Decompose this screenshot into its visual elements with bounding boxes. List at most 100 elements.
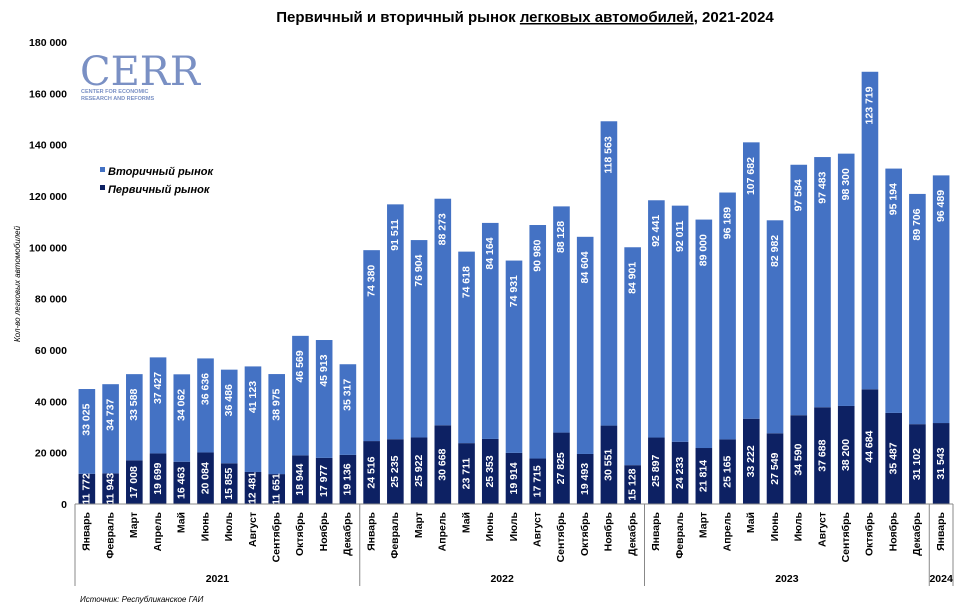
bar-primary	[814, 407, 831, 504]
logo-subline-2: RESEARCH AND REFORMS	[81, 96, 154, 102]
bar-secondary	[837, 153, 855, 406]
bar-primary	[529, 458, 547, 504]
bar-primary	[268, 474, 286, 504]
bar-primary	[766, 433, 784, 504]
x-tick-label: Август	[247, 512, 259, 547]
bar-secondary	[173, 374, 191, 462]
data-label-primary: 24 233	[674, 457, 686, 489]
data-label-secondary: 45 913	[318, 354, 330, 386]
bar-secondary	[363, 250, 380, 442]
data-label-secondary: 96 489	[935, 190, 947, 222]
bar-secondary	[315, 340, 333, 458]
data-label-secondary: 90 980	[532, 239, 544, 271]
bar-primary	[481, 438, 499, 504]
x-tick-label: Март	[413, 512, 425, 538]
data-label-primary: 25 165	[721, 455, 733, 487]
x-tick-label: Декабрь	[342, 511, 354, 555]
x-tick-label: Сентябрь	[555, 511, 567, 562]
data-label-secondary: 123 719	[864, 86, 876, 124]
x-tick-label: Май	[460, 512, 472, 533]
bar-primary	[624, 465, 641, 504]
data-label-secondary: 89 000	[698, 234, 710, 266]
bar-secondary	[790, 164, 808, 416]
data-label-primary: 38 200	[840, 439, 852, 471]
data-label-primary: 25 897	[650, 455, 662, 487]
bar-secondary	[149, 357, 167, 454]
x-tick-label: Октябрь	[864, 511, 876, 556]
data-label-secondary: 33 588	[128, 389, 140, 421]
data-label-primary: 31 543	[935, 447, 947, 479]
data-label-secondary: 74 380	[365, 265, 377, 297]
bar-primary	[315, 457, 333, 504]
year-label: 2023	[775, 573, 799, 585]
bar-secondary	[861, 71, 879, 390]
bar-secondary	[814, 157, 831, 408]
data-label-primary: 25 235	[389, 455, 401, 487]
bar-secondary	[576, 236, 594, 454]
y-tick-label: 160 000	[29, 88, 67, 100]
bar-primary	[885, 412, 902, 504]
data-label-primary: 20 084	[199, 462, 211, 494]
bar-secondary	[719, 192, 736, 440]
logo: CERR CENTER FOR ECONOMIC RESEARCH AND RE…	[80, 49, 202, 102]
data-label-primary: 16 463	[176, 467, 188, 499]
data-label-secondary: 36 636	[199, 373, 211, 405]
data-label-primary: 15 855	[223, 467, 235, 499]
y-tick-label: 120 000	[29, 191, 67, 203]
year-label: 2024	[929, 573, 953, 585]
data-label-secondary: 88 273	[437, 213, 449, 245]
x-tick-label: Июль	[793, 511, 805, 541]
data-label-primary: 11 772	[81, 473, 93, 505]
bar-secondary	[671, 205, 689, 442]
y-tick-label: 40 000	[35, 396, 67, 408]
data-label-primary: 31 102	[911, 448, 923, 480]
x-tick-label: Февраль	[389, 511, 401, 558]
data-label-secondary: 88 128	[555, 221, 567, 253]
x-tick-label: Декабрь	[911, 511, 923, 555]
x-tick-label: Декабрь	[626, 511, 638, 555]
data-label-secondary: 107 682	[745, 157, 757, 195]
bar-primary	[695, 448, 713, 504]
x-tick-label: Ноябрь	[318, 511, 330, 551]
bar-primary	[244, 471, 262, 504]
data-label-secondary: 37 427	[152, 372, 164, 404]
x-tick-label: Октябрь	[579, 511, 591, 556]
data-label-secondary: 97 584	[793, 179, 805, 211]
bar-secondary	[268, 374, 286, 475]
bar-secondary	[220, 369, 238, 464]
year-label: 2022	[490, 573, 514, 585]
bar-secondary	[434, 198, 452, 426]
bar-secondary	[600, 121, 618, 426]
x-tick-label: Июнь	[199, 511, 211, 541]
data-label-secondary: 84 604	[579, 251, 591, 283]
data-label-primary: 21 814	[698, 460, 710, 492]
bar-primary	[220, 463, 238, 504]
bar-primary	[790, 415, 808, 504]
x-tick-label: Апрель	[721, 511, 733, 551]
data-label-primary: 15 128	[626, 468, 638, 500]
data-label-secondary: 34 062	[176, 389, 188, 421]
data-label-secondary: 82 982	[769, 235, 781, 267]
x-tick-label: Февраль	[104, 511, 116, 558]
y-tick-label: 60 000	[35, 345, 67, 357]
data-label-primary: 11 943	[104, 473, 116, 505]
y-tick-label: 0	[61, 499, 67, 511]
data-label-primary: 19 914	[508, 462, 520, 494]
x-tick-label: Февраль	[674, 511, 686, 558]
x-axis: Январь Февраль Март Апрель Май Июнь Июль Август…	[74, 503, 954, 586]
data-label-primary: 19 493	[579, 463, 591, 495]
bar-primary	[719, 439, 736, 504]
x-tick-label: Сентябрь	[270, 511, 282, 562]
bar-primary	[909, 424, 926, 504]
x-tick-label: Июль	[508, 511, 520, 541]
y-tick-label: 80 000	[35, 294, 67, 306]
x-tick-label: Март	[698, 512, 710, 538]
legend-label-secondary: Вторичный рынок	[108, 166, 214, 178]
chart-title-part-1: Первичный и вторичный рынок	[276, 9, 520, 26]
data-label-secondary: 95 194	[887, 183, 899, 215]
data-label-secondary: 97 483	[816, 171, 828, 203]
data-label-primary: 17 715	[532, 465, 544, 497]
legend-swatch-secondary	[100, 167, 105, 172]
data-label-primary: 33 222	[745, 445, 757, 477]
